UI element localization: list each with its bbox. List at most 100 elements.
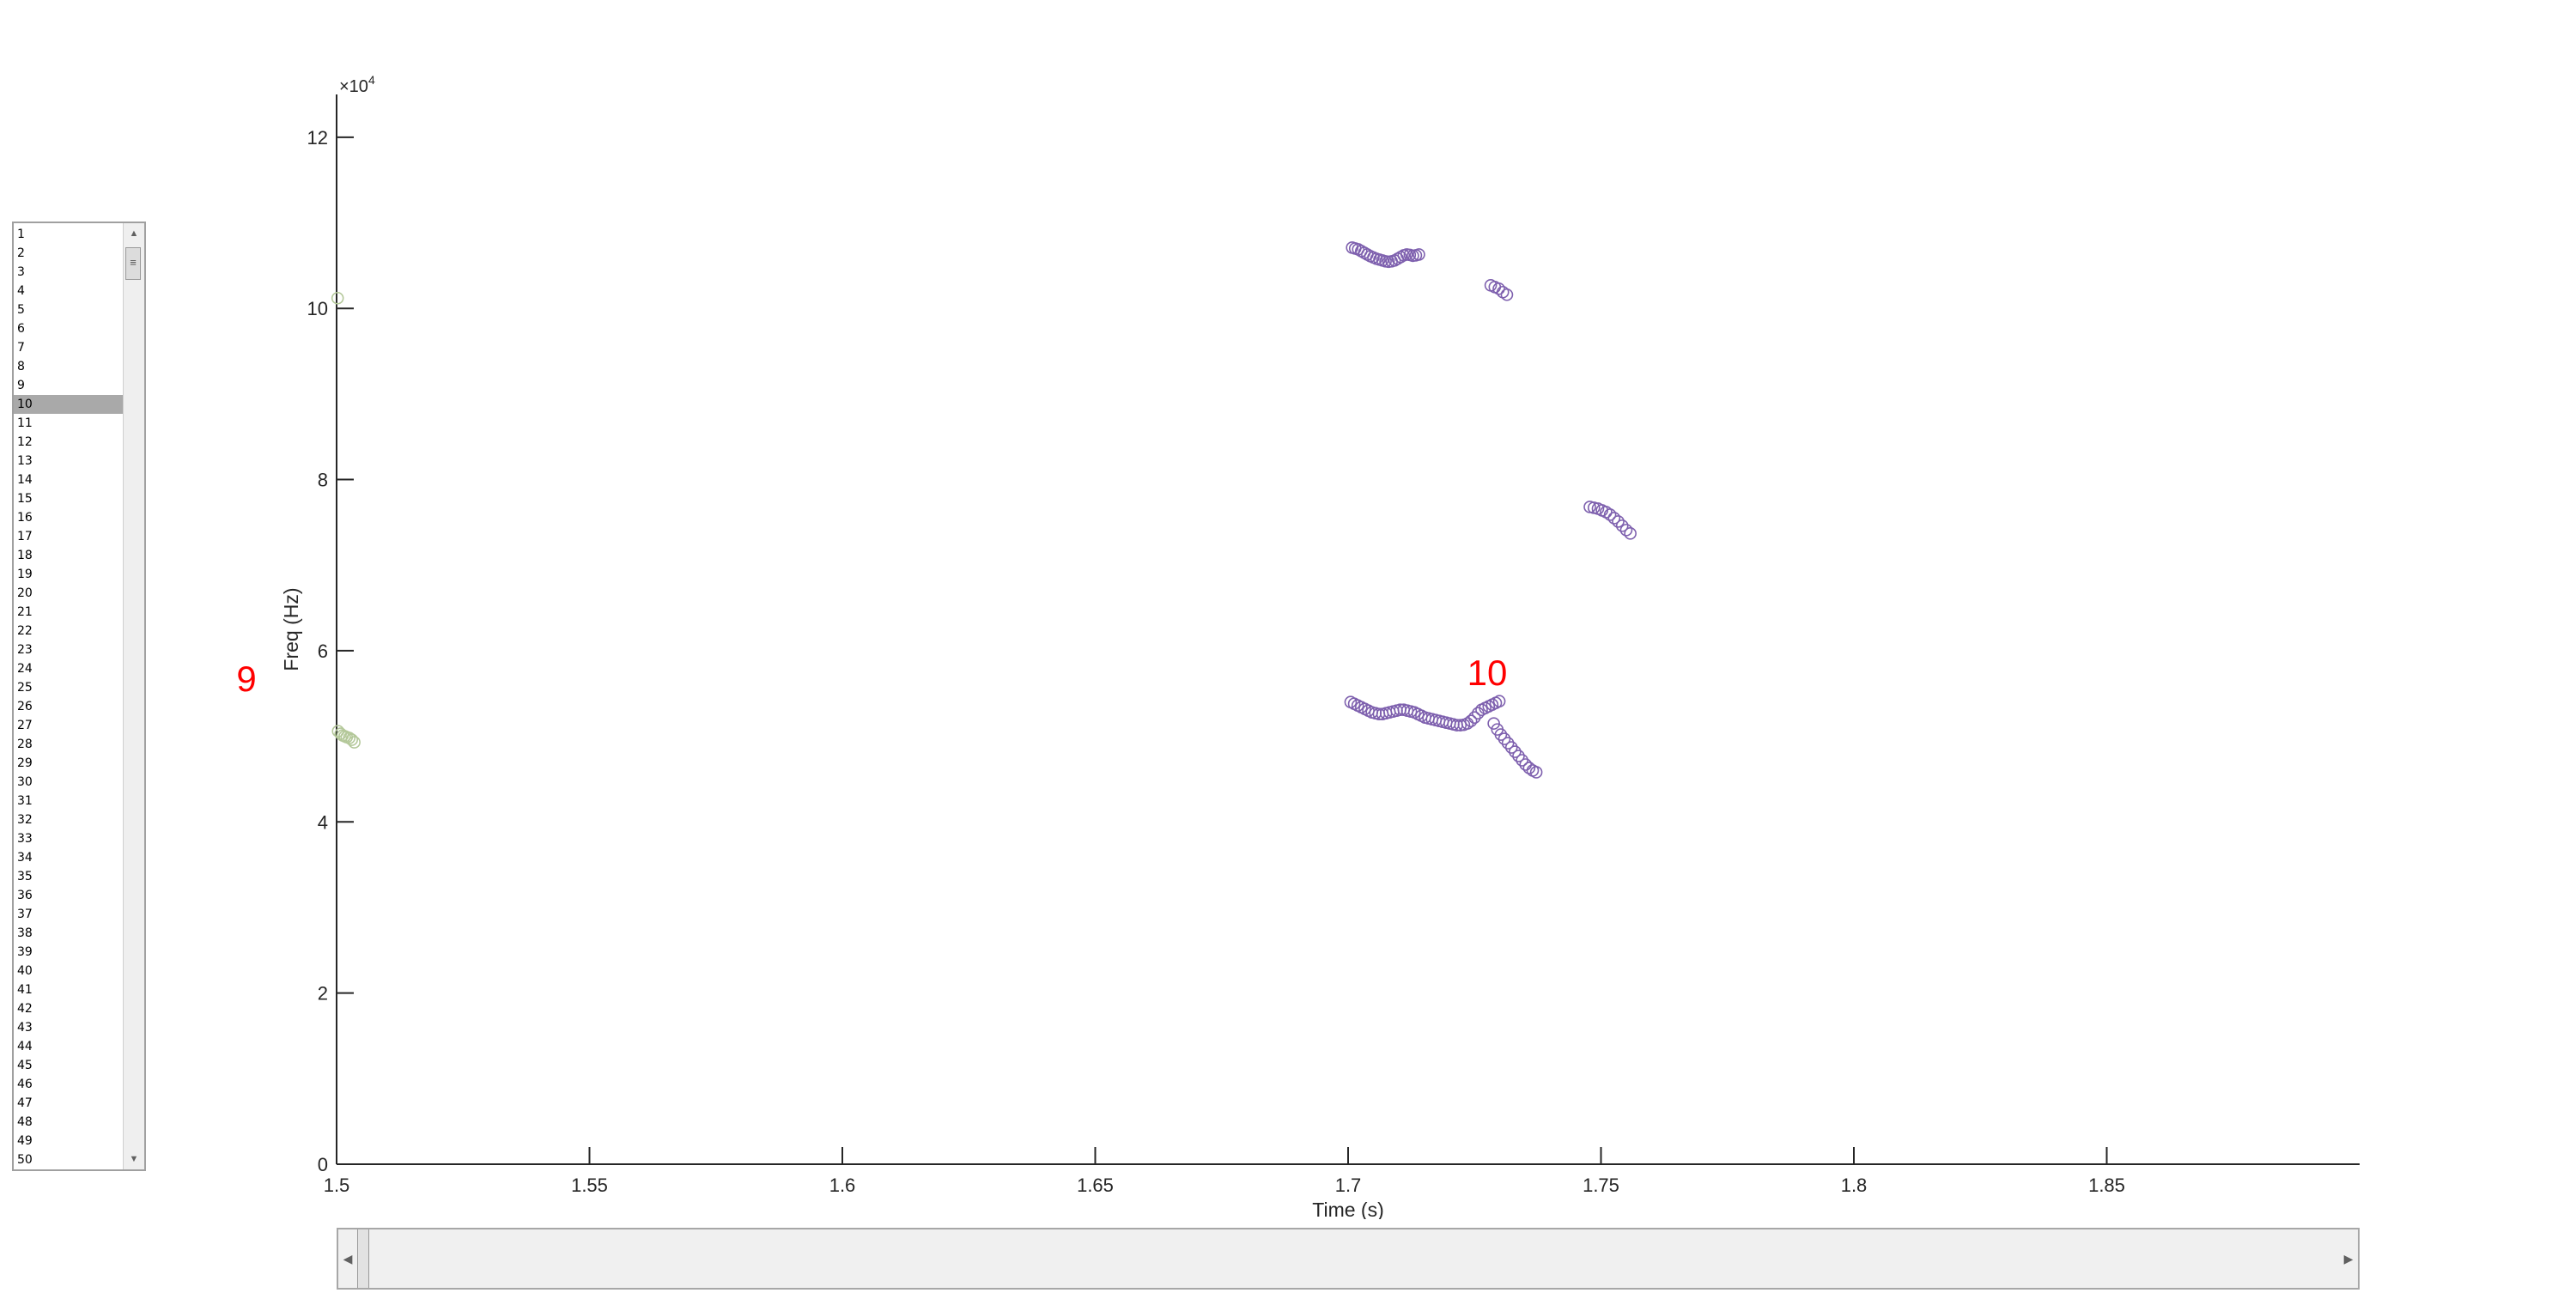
list-item[interactable]: 47: [17, 1096, 33, 1110]
list-item[interactable]: 42: [17, 1002, 33, 1016]
list-item[interactable]: 35: [17, 870, 33, 883]
data-point: [1607, 512, 1621, 525]
x-tick-label: 1.65: [1077, 1175, 1114, 1196]
list-item[interactable]: 13: [17, 454, 33, 468]
list-item[interactable]: 44: [17, 1040, 33, 1053]
list-item[interactable]: 19: [17, 568, 33, 581]
listbox-scroll-thumb[interactable]: ≡: [125, 247, 141, 280]
chart-axes: [336, 94, 2360, 1165]
list-item[interactable]: 49: [17, 1134, 33, 1148]
time-scroll-thumb[interactable]: [357, 1229, 369, 1288]
list-item[interactable]: 25: [17, 681, 33, 695]
list-item[interactable]: 18: [17, 549, 33, 562]
list-item[interactable]: 22: [17, 624, 33, 638]
data-point: [1522, 762, 1536, 774]
scroll-down-arrow-icon[interactable]: ▼: [129, 1154, 139, 1164]
data-point: [331, 291, 344, 305]
list-item[interactable]: 38: [17, 926, 33, 940]
list-item[interactable]: 20: [17, 586, 33, 600]
annotation-label-9: 9: [236, 659, 256, 699]
x-ticks: 1.5 1.55 1.6 1.65 1.7 1.75 1.8 1.85: [324, 1147, 2125, 1196]
list-item[interactable]: 1: [17, 228, 25, 241]
annotation-label-10: 10: [1467, 653, 1508, 693]
time-scrollbar[interactable]: ◀ ▶: [337, 1228, 2360, 1290]
y-tick-label: 12: [307, 127, 328, 149]
data-point: [1501, 737, 1515, 750]
list-item[interactable]: 46: [17, 1078, 33, 1091]
y-axis-label: Freq (Hz): [280, 587, 302, 671]
data-point: [1492, 695, 1506, 708]
data-point: [1494, 728, 1508, 741]
list-item[interactable]: 48: [17, 1115, 33, 1129]
data-point: [1603, 508, 1617, 521]
data-point: [1612, 515, 1625, 528]
data-point: [345, 733, 358, 746]
data-point: [1516, 754, 1528, 767]
data-point: [1624, 527, 1637, 540]
data-point: [1619, 524, 1633, 537]
listbox-items: 1 2 3 4 5 6 7 8 9 10 11 12 13 14 15 16 17 18 19 20 21 22 23 24 2…: [14, 223, 125, 1169]
list-item[interactable]: 15: [17, 492, 33, 506]
list-item[interactable]: 27: [17, 719, 33, 732]
data-point: [348, 736, 361, 749]
y-tick-label: 6: [318, 640, 328, 662]
list-item[interactable]: 4: [17, 284, 25, 298]
list-item[interactable]: 45: [17, 1059, 33, 1072]
data-point: [1498, 732, 1511, 745]
item-listbox[interactable]: 1 2 3 4 5 6 7 8 9 10 11 12 13 14 15 16 17 18 19 20 21 22 23 24 2…: [12, 222, 146, 1171]
list-item[interactable]: 3: [17, 265, 25, 279]
data-point: [1464, 714, 1478, 727]
data-point: [1509, 745, 1522, 758]
x-tick-label: 1.7: [1335, 1175, 1362, 1196]
list-item[interactable]: 26: [17, 700, 33, 713]
y-tick-label: 2: [318, 983, 328, 1005]
list-item[interactable]: 5: [17, 303, 25, 317]
data-point: [1529, 766, 1543, 779]
list-item[interactable]: 36: [17, 889, 33, 902]
list-item[interactable]: 33: [17, 832, 33, 846]
chart-points: [331, 241, 1637, 779]
list-item[interactable]: 9: [17, 379, 25, 392]
list-item[interactable]: 8: [17, 360, 25, 373]
scroll-left-arrow-icon[interactable]: ◀: [343, 1252, 353, 1266]
list-item[interactable]: 39: [17, 945, 33, 959]
list-item[interactable]: 7: [17, 341, 25, 355]
list-item[interactable]: 41: [17, 983, 33, 997]
x-tick-label: 1.55: [571, 1175, 608, 1196]
list-item[interactable]: 2: [17, 246, 25, 260]
data-point: [1492, 282, 1505, 295]
data-point: [1487, 717, 1500, 730]
data-point: [1467, 711, 1481, 724]
list-item[interactable]: 6: [17, 322, 25, 336]
y-exponent-label: ×104: [339, 73, 375, 96]
data-point: [1461, 717, 1474, 730]
list-item[interactable]: 16: [17, 511, 33, 525]
list-item[interactable]: 17: [17, 530, 33, 543]
scroll-up-arrow-icon[interactable]: ▲: [129, 228, 139, 239]
listbox-scrollbar[interactable]: ▲ ≡ ▼: [123, 223, 144, 1169]
list-item[interactable]: 11: [17, 416, 33, 430]
list-item[interactable]: 14: [17, 473, 33, 487]
scroll-right-arrow-icon[interactable]: ▶: [2343, 1252, 2354, 1266]
y-ticks: 0 2 4 6 8 10 12: [307, 127, 354, 1175]
y-tick-label: 10: [307, 298, 328, 319]
list-item[interactable]: 31: [17, 794, 33, 808]
list-item[interactable]: 43: [17, 1021, 33, 1035]
list-item[interactable]: 10: [14, 395, 125, 414]
data-point: [1500, 288, 1514, 301]
list-item[interactable]: 28: [17, 738, 33, 751]
list-item[interactable]: 50: [17, 1153, 33, 1167]
list-item[interactable]: 24: [17, 662, 33, 676]
list-item[interactable]: 30: [17, 775, 33, 789]
list-item[interactable]: 29: [17, 756, 33, 770]
x-tick-label: 1.8: [1841, 1175, 1868, 1196]
list-item[interactable]: 40: [17, 964, 33, 978]
list-item[interactable]: 12: [17, 435, 33, 449]
y-tick-label: 4: [318, 811, 328, 833]
list-item[interactable]: 21: [17, 605, 33, 619]
list-item[interactable]: 37: [17, 908, 33, 921]
list-item[interactable]: 34: [17, 851, 33, 865]
list-item[interactable]: 32: [17, 813, 33, 827]
list-item[interactable]: 23: [17, 643, 33, 657]
data-point: [1504, 741, 1518, 754]
